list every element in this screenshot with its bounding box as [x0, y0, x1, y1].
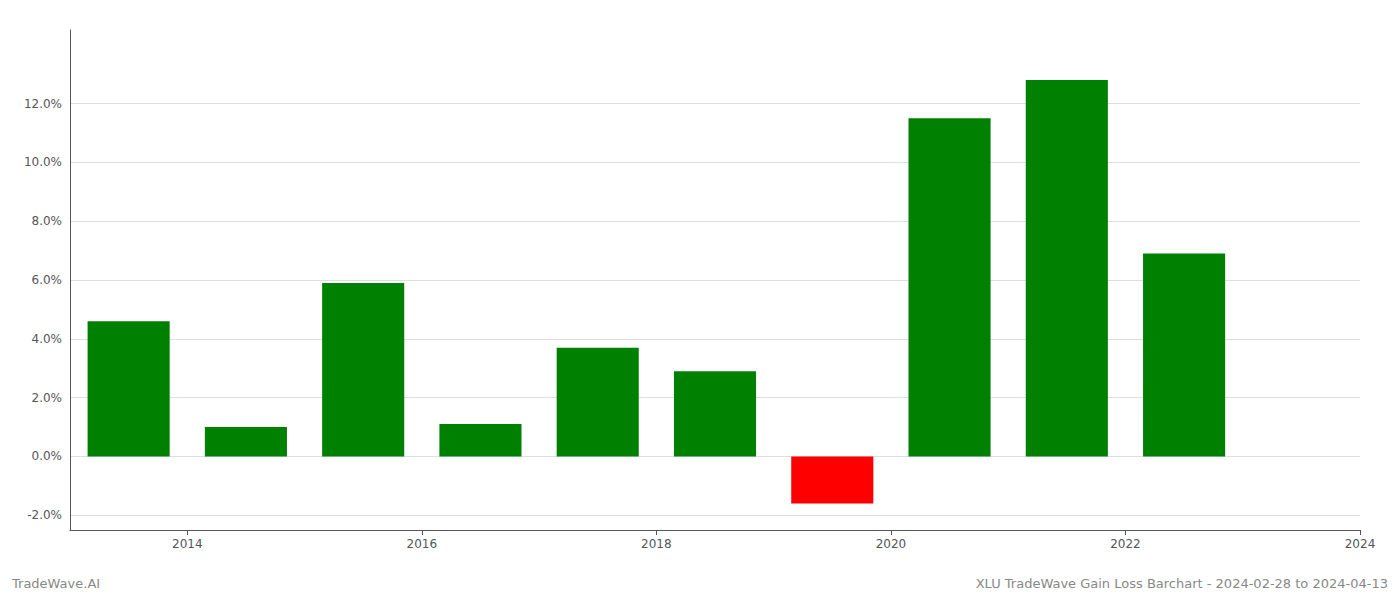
svg-text:2.0%: 2.0%: [32, 391, 63, 405]
svg-text:2016: 2016: [407, 537, 438, 551]
svg-text:2018: 2018: [641, 537, 672, 551]
svg-text:12.0%: 12.0%: [24, 97, 62, 111]
svg-text:XLU TradeWave Gain Loss Barcha: XLU TradeWave Gain Loss Barchart - 2024-…: [976, 576, 1388, 591]
svg-text:8.0%: 8.0%: [32, 214, 63, 228]
svg-text:0.0%: 0.0%: [32, 449, 63, 463]
svg-text:4.0%: 4.0%: [32, 332, 63, 346]
svg-text:TradeWave.AI: TradeWave.AI: [11, 576, 100, 591]
svg-text:-2.0%: -2.0%: [27, 508, 62, 522]
svg-text:6.0%: 6.0%: [32, 273, 63, 287]
svg-text:10.0%: 10.0%: [24, 155, 62, 169]
svg-text:2022: 2022: [1110, 537, 1141, 551]
svg-text:2020: 2020: [876, 537, 907, 551]
svg-text:2014: 2014: [172, 537, 203, 551]
svg-text:2024: 2024: [1345, 537, 1376, 551]
